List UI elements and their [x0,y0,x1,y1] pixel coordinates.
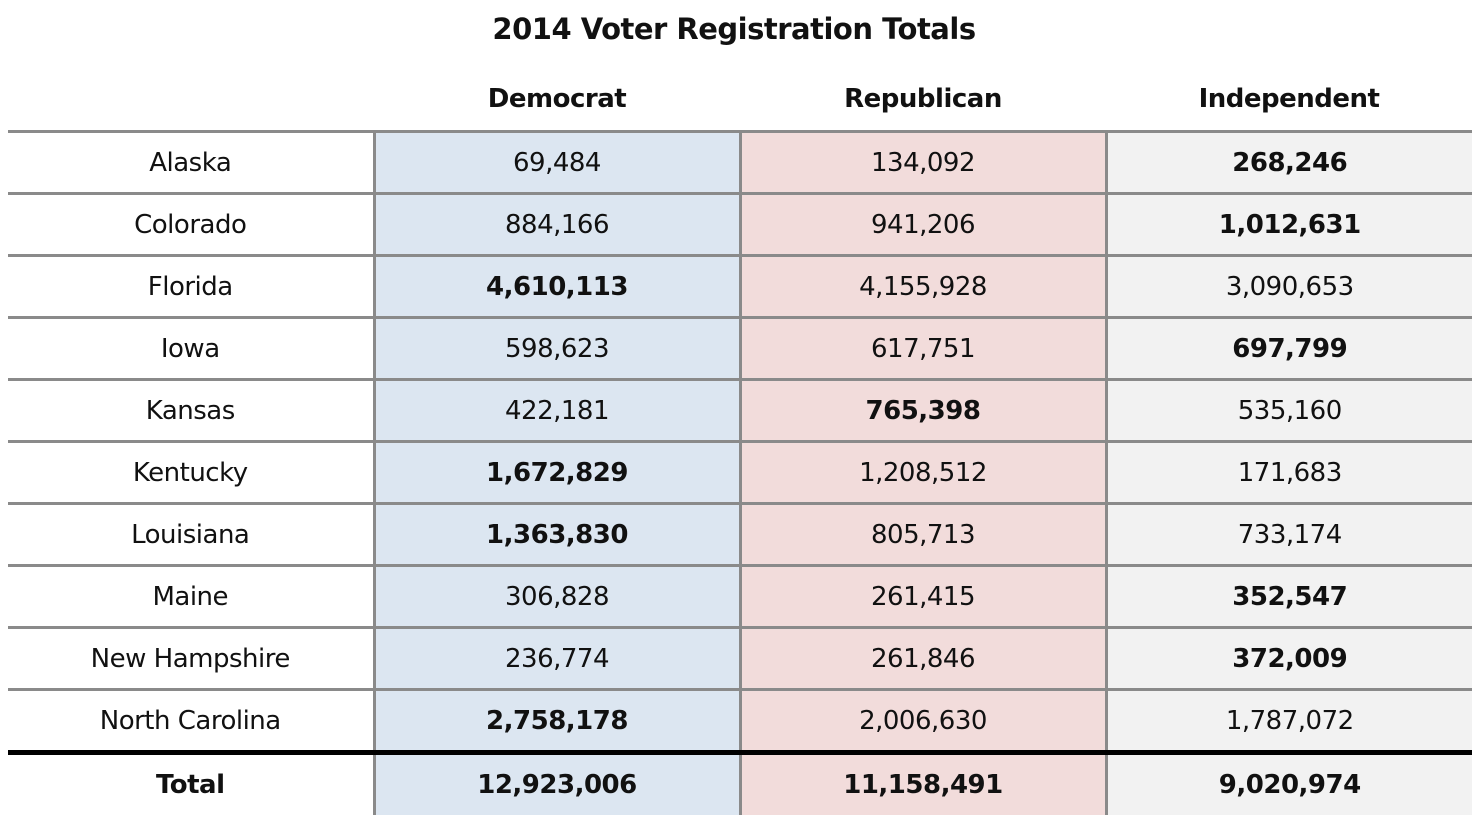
state-label: Maine [8,564,374,628]
cell-independent: 372,009 [1104,626,1472,690]
state-label: New Hampshire [8,626,374,690]
cell-independent: 1,012,631 [1104,192,1472,256]
cell-independent: 268,246 [1104,130,1472,194]
cell-republican: 134,092 [738,130,1106,194]
cell-republican: 765,398 [738,378,1106,442]
cell-republican: 2,006,630 [738,688,1106,753]
total-label: Total [8,750,374,815]
table-row: Maine 306,828 261,415 352,547 [8,564,1472,628]
cell-democrat: 4,610,113 [372,254,740,318]
registration-table: Alaska 69,484 134,092 268,246 Colorado 884,16… [8,130,1472,815]
cell-democrat: 1,672,829 [372,440,740,504]
cell-republican: 805,713 [738,502,1106,566]
cell-democrat: 236,774 [372,626,740,690]
cell-independent: 733,174 [1104,502,1472,566]
header-state [8,84,374,124]
cell-independent: 1,787,072 [1104,688,1472,753]
header-independent: Independent [1198,84,1380,114]
state-label: Iowa [8,316,374,380]
state-label: Kansas [8,378,374,442]
cell-independent: 171,683 [1104,440,1472,504]
cell-independent: 352,547 [1104,564,1472,628]
table-row: Iowa 598,623 617,751 697,799 [8,316,1472,380]
cell-democrat: 2,758,178 [372,688,740,753]
state-label: Louisiana [8,502,374,566]
column-headers: Democrat Republican Independent [8,84,1472,124]
table-row: Colorado 884,166 941,206 1,012,631 [8,192,1472,256]
table-row: Louisiana 1,363,830 805,713 733,174 [8,502,1472,566]
total-democrat: 12,923,006 [372,750,740,815]
table-row: Kansas 422,181 765,398 535,160 [8,378,1472,442]
header-democrat: Democrat [487,84,627,114]
cell-republican: 1,208,512 [738,440,1106,504]
cell-democrat: 69,484 [372,130,740,194]
cell-independent: 697,799 [1104,316,1472,380]
table-row: Kentucky 1,672,829 1,208,512 171,683 [8,440,1472,504]
state-label: Colorado [8,192,374,256]
state-label: Alaska [8,130,374,194]
cell-republican: 4,155,928 [738,254,1106,318]
state-label: Florida [8,254,374,318]
cell-democrat: 884,166 [372,192,740,256]
total-republican: 11,158,491 [738,750,1106,815]
table-row: Florida 4,610,113 4,155,928 3,090,653 [8,254,1472,318]
total-row: Total 12,923,006 11,158,491 9,020,974 [8,750,1472,815]
state-label: Kentucky [8,440,374,504]
state-label: North Carolina [8,688,374,753]
table-title: 2014 Voter Registration Totals [492,12,976,46]
cell-democrat: 422,181 [372,378,740,442]
header-republican: Republican [844,84,1002,114]
total-independent: 9,020,974 [1104,750,1472,815]
cell-republican: 941,206 [738,192,1106,256]
table-row: Alaska 69,484 134,092 268,246 [8,130,1472,194]
cell-republican: 617,751 [738,316,1106,380]
table-row: North Carolina 2,758,178 2,006,630 1,787,07… [8,688,1472,753]
cell-independent: 3,090,653 [1104,254,1472,318]
cell-republican: 261,846 [738,626,1106,690]
cell-democrat: 306,828 [372,564,740,628]
cell-independent: 535,160 [1104,378,1472,442]
cell-democrat: 1,363,830 [372,502,740,566]
cell-democrat: 598,623 [372,316,740,380]
table-row: New Hampshire 236,774 261,846 372,009 [8,626,1472,690]
cell-republican: 261,415 [738,564,1106,628]
